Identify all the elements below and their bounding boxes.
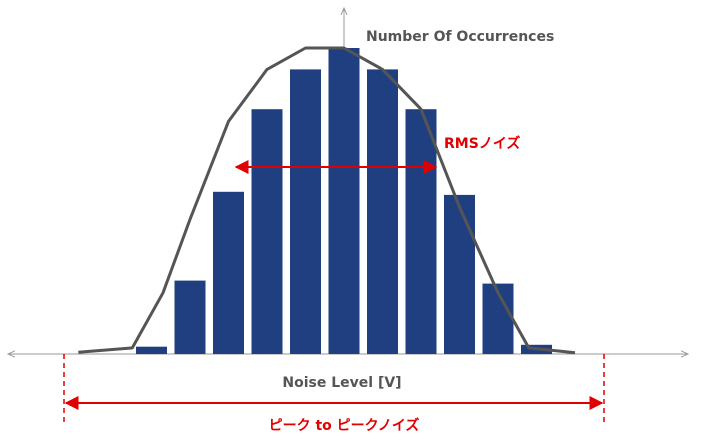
- bar-5: [290, 69, 321, 355]
- bar-1: [136, 346, 167, 354]
- peak-to-peak-label: ピーク to ピークノイズ: [269, 417, 420, 434]
- bar-3: [213, 191, 244, 354]
- bar-9: [444, 194, 475, 354]
- distribution-curve: [78, 46, 576, 355]
- y-axis-label: Number Of Occurrences: [366, 29, 554, 45]
- x-axis-label: Noise Level [V]: [282, 375, 401, 391]
- rms-label: RMSノイズ: [444, 135, 520, 152]
- bar-6: [328, 48, 360, 354]
- bar-7: [367, 69, 398, 355]
- bars-group: [136, 48, 552, 355]
- bar-2: [174, 280, 206, 354]
- bar-8: [405, 109, 437, 354]
- bar-4: [251, 109, 283, 354]
